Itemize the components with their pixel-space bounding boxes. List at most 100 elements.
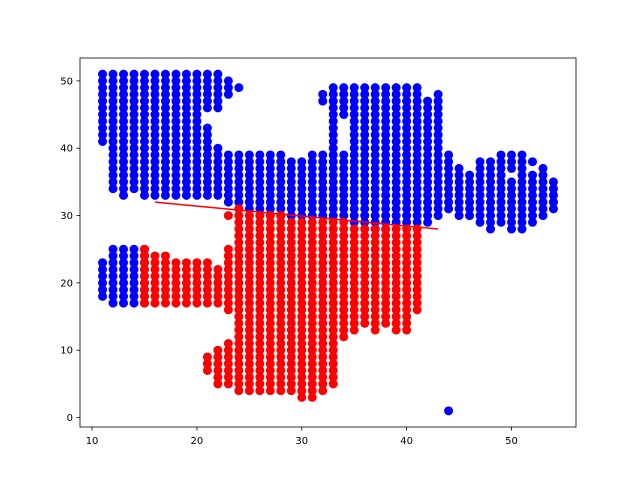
scatter-point [360, 83, 370, 93]
scatter-point [339, 231, 349, 241]
scatter-point [255, 345, 265, 355]
scatter-point [108, 170, 118, 180]
scatter-point [150, 264, 160, 274]
scatter-point [244, 285, 254, 295]
scatter-point [255, 204, 265, 214]
scatter-point [339, 271, 349, 281]
scatter-point [244, 150, 254, 160]
scatter-point [108, 123, 118, 133]
scatter-point [150, 103, 160, 113]
scatter-point [286, 312, 296, 322]
scatter-point [297, 244, 307, 254]
scatter-point [286, 217, 296, 227]
scatter-point [150, 136, 160, 146]
scatter-point [276, 211, 286, 221]
scatter-point [486, 177, 496, 187]
scatter-point [171, 177, 181, 187]
scatter-point [276, 379, 286, 389]
scatter-point [160, 170, 170, 180]
scatter-point [391, 278, 401, 288]
scatter-point [381, 251, 391, 261]
scatter-point [139, 177, 149, 187]
scatter-point [328, 291, 338, 301]
scatter-point [150, 76, 160, 86]
scatter-point [171, 285, 181, 295]
scatter-point [402, 258, 412, 268]
scatter-point [486, 184, 496, 194]
scatter-point [307, 318, 317, 328]
scatter-point [171, 83, 181, 93]
scatter-point [160, 69, 170, 79]
scatter-point [412, 264, 422, 274]
scatter-point [108, 163, 118, 173]
scatter-point [444, 163, 454, 173]
scatter-point [517, 150, 527, 160]
scatter-point [370, 150, 380, 160]
scatter-point [349, 184, 359, 194]
scatter-point [297, 339, 307, 349]
scatter-point [202, 96, 212, 106]
scatter-point [160, 298, 170, 308]
scatter-point [370, 312, 380, 322]
scatter-point [307, 244, 317, 254]
scatter-point [297, 386, 307, 396]
scatter-point [402, 298, 412, 308]
scatter-point [276, 332, 286, 342]
scatter-point [139, 110, 149, 120]
scatter-point [496, 170, 506, 180]
scatter-point [423, 177, 433, 187]
scatter-point [517, 157, 527, 167]
scatter-point [202, 271, 212, 281]
scatter-point [339, 89, 349, 99]
scatter-point [381, 110, 391, 120]
scatter-point [349, 264, 359, 274]
scatter-point [433, 123, 443, 133]
scatter-point [244, 177, 254, 187]
scatter-point [370, 116, 380, 126]
scatter-point [297, 197, 307, 207]
scatter-point [475, 157, 485, 167]
scatter-point [202, 103, 212, 113]
scatter-point [412, 211, 422, 221]
scatter-point [475, 170, 485, 180]
scatter-point [391, 238, 401, 247]
scatter-point [171, 291, 181, 301]
scatter-point [381, 116, 391, 126]
scatter-point [339, 278, 349, 288]
scatter-point [423, 130, 433, 140]
scatter-point [171, 271, 181, 281]
scatter-point [360, 312, 370, 322]
scatter-point [507, 204, 517, 214]
scatter-point [349, 136, 359, 146]
scatter-point [370, 305, 380, 315]
scatter-point [286, 163, 296, 173]
scatter-point [244, 258, 254, 268]
scatter-point [108, 271, 118, 281]
scatter-point [349, 318, 359, 328]
scatter-point [202, 264, 212, 274]
scatter-point [328, 163, 338, 173]
scatter-point [213, 103, 223, 113]
scatter-point [318, 163, 328, 173]
scatter-point [360, 285, 370, 295]
scatter-point [139, 150, 149, 160]
scatter-point [265, 190, 275, 200]
scatter-point [402, 143, 412, 153]
scatter-point [286, 278, 296, 288]
scatter-point [381, 271, 391, 281]
scatter-point [538, 170, 548, 180]
scatter-point [307, 278, 317, 288]
scatter-point [381, 103, 391, 113]
scatter-point [370, 163, 380, 173]
scatter-point [119, 298, 129, 308]
scatter-point [119, 264, 129, 274]
scatter-point [244, 163, 254, 173]
scatter-point [412, 110, 422, 120]
scatter-point [98, 116, 108, 126]
scatter-point [223, 197, 233, 207]
scatter-point [119, 110, 129, 120]
scatter-point [318, 352, 328, 362]
scatter-point [423, 204, 433, 214]
scatter-point [234, 163, 244, 173]
scatter-point [150, 83, 160, 93]
